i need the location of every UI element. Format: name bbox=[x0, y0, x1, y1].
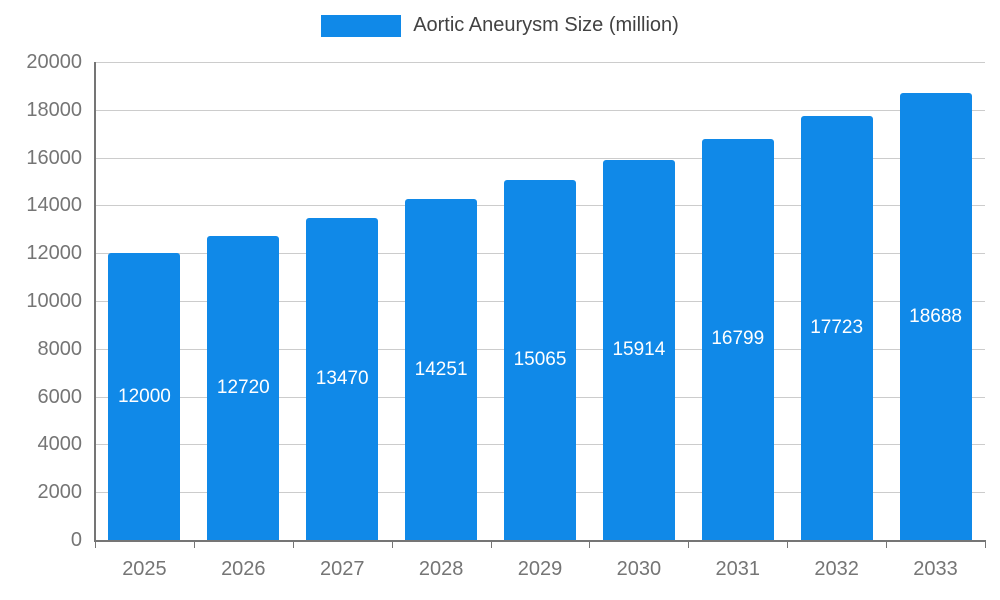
bar-value-label: 14251 bbox=[414, 358, 468, 380]
x-axis-tick-label: 2032 bbox=[814, 558, 859, 580]
x-axis-tick-label: 2027 bbox=[319, 558, 365, 580]
y-axis-tick-label: 6000 bbox=[37, 385, 83, 408]
x-axis-tick-mark bbox=[787, 542, 789, 548]
x-axis-tick-mark bbox=[589, 542, 591, 548]
x-axis-tick-label: 2025 bbox=[122, 558, 167, 580]
x-axis-line bbox=[94, 540, 986, 542]
bar-value-label: 15065 bbox=[513, 348, 567, 370]
x-axis-tick-label: 2028 bbox=[418, 558, 464, 580]
bar-value-label: 18688 bbox=[909, 305, 962, 327]
y-axis-tick-label: 12000 bbox=[26, 242, 82, 265]
y-gridline bbox=[95, 109, 985, 111]
y-axis-tick-label: 4000 bbox=[37, 433, 83, 456]
y-axis-line bbox=[94, 62, 96, 542]
bar-2026 bbox=[207, 235, 280, 540]
bar-2030 bbox=[602, 159, 675, 540]
x-axis-tick-mark bbox=[95, 542, 96, 548]
bar-value-label: 16799 bbox=[711, 328, 765, 350]
bar-value-label: 15914 bbox=[612, 338, 666, 360]
x-axis-tick-mark bbox=[391, 542, 393, 548]
y-axis-tick-label: 10000 bbox=[26, 290, 82, 312]
x-axis-tick-mark bbox=[688, 542, 690, 548]
bar-2025 bbox=[108, 253, 181, 540]
x-axis-tick-label: 2033 bbox=[913, 558, 958, 580]
y-axis-tick-label: 18000 bbox=[26, 98, 82, 121]
y-axis-tick-label: 14000 bbox=[26, 194, 82, 217]
bar-2033 bbox=[899, 93, 972, 540]
y-gridline bbox=[95, 62, 985, 63]
y-axis-tick-label: 16000 bbox=[26, 146, 82, 169]
x-axis-tick-mark bbox=[193, 542, 195, 548]
x-axis-tick-label: 2030 bbox=[616, 558, 662, 580]
bar-2029 bbox=[504, 179, 576, 540]
x-axis-tick-label: 2031 bbox=[715, 558, 761, 580]
bar-2032 bbox=[800, 116, 873, 540]
bar-2027 bbox=[306, 218, 379, 540]
y-axis-tick-label: 0 bbox=[70, 529, 82, 551]
y-gridline bbox=[95, 157, 985, 159]
y-axis-tick-label: 20000 bbox=[26, 51, 82, 73]
bar-value-label: 12000 bbox=[118, 385, 171, 407]
x-axis-tick-mark bbox=[886, 542, 888, 548]
x-axis-tick-mark bbox=[985, 542, 986, 548]
x-axis-tick-mark bbox=[490, 542, 492, 548]
bar-2031 bbox=[701, 138, 774, 540]
x-axis-tick-mark bbox=[292, 542, 294, 548]
y-axis-tick-label: 8000 bbox=[37, 337, 83, 360]
bar-value-label: 12720 bbox=[216, 376, 270, 398]
bar-value-label: 13470 bbox=[315, 368, 369, 390]
bar-value-label: 17723 bbox=[810, 317, 864, 339]
x-axis-tick-label: 2026 bbox=[221, 558, 266, 580]
bar-2028 bbox=[405, 199, 478, 540]
y-axis-tick-label: 2000 bbox=[37, 481, 83, 504]
x-axis-tick-label: 2029 bbox=[517, 558, 563, 580]
